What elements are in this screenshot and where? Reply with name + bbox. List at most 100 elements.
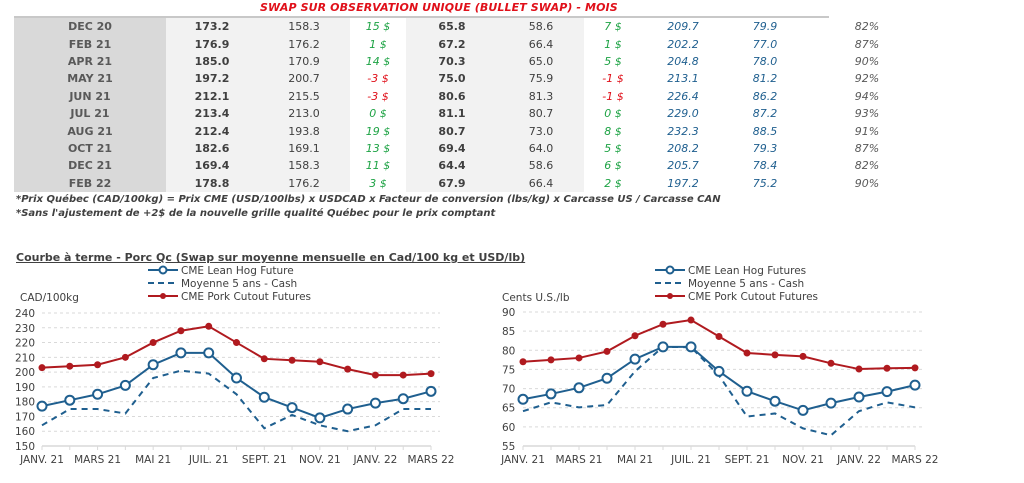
table-row: FEB 21 176.9 176.2 1 $67.2 66.4 1 $202.2 77.0 8… (14, 35, 928, 53)
usd-future-cell: 70.3 (406, 52, 498, 71)
cutout-cad-cell: 202.2 (642, 35, 724, 53)
cad-diff-cell: 0 $ (350, 104, 406, 123)
usd-diff-cell: 7 $ (584, 18, 642, 36)
table-row: JUN 21 212.1 215.5 -3 $80.6 81.3 -1 $226.4 86.… (14, 87, 928, 105)
legend-marker-dot (667, 293, 673, 299)
data-point (38, 364, 46, 372)
data-point (121, 353, 129, 361)
month-cell: FEB 21 (14, 35, 166, 53)
data-point (547, 356, 555, 364)
cutout-cad-cell: 213.1 (642, 70, 724, 88)
cad-avg-cell: 213.0 (258, 104, 350, 123)
cutout-cad-cell: 197.2 (642, 174, 724, 192)
data-point (517, 393, 529, 405)
data-point (427, 370, 435, 378)
x-tick-label: SEPT. 21 (725, 454, 770, 466)
cad-future-cell: 212.1 (166, 87, 258, 105)
table-row: DEC 20 173.2 158.3 15 $65.8 58.6 7 $209.7 79.9… (14, 18, 928, 36)
data-point (399, 371, 407, 379)
y-tick-label: 210 (15, 352, 35, 364)
usd-future-cell: 67.2 (406, 35, 498, 53)
month-cell: OCT 21 (14, 139, 166, 158)
y-tick-label: 220 (15, 338, 35, 350)
data-point (575, 354, 583, 362)
usd-diff-cell: -1 $ (584, 87, 642, 105)
cad-avg-cell: 158.3 (258, 157, 350, 175)
data-point (94, 361, 102, 369)
x-tick-label: MARS 21 (556, 454, 603, 466)
cad-diff-cell: 3 $ (350, 174, 406, 192)
data-point (659, 320, 667, 328)
data-point (685, 341, 697, 353)
x-tick-label: JUIL. 21 (670, 454, 711, 466)
x-tick-label: MARS 21 (74, 454, 121, 466)
cad-avg-cell: 193.8 (258, 122, 350, 140)
usd-future-cell: 69.4 (406, 139, 498, 158)
cad-diff-cell: 13 $ (350, 139, 406, 158)
usd-avg-cell: 65.0 (498, 52, 584, 71)
legend-item: CME Pork Cutout Futures (655, 291, 818, 303)
cad-diff-cell: 19 $ (350, 122, 406, 140)
cutout-cad-cell: 204.8 (642, 52, 724, 71)
ratio-cell: 87% (806, 139, 928, 158)
cutout-usd-cell: 86.2 (724, 87, 806, 105)
x-tick-label: MAI 21 (617, 454, 653, 466)
x-tick-label: JANV. 22 (836, 454, 881, 466)
legend-label: CME Lean Hog Future (181, 265, 294, 277)
x-tick-label: JANV. 21 (19, 454, 64, 466)
cad-future-cell: 173.2 (166, 18, 258, 36)
legend-item: CME Pork Cutout Futures (148, 291, 311, 303)
section-title: Courbe à terme - Porc Qc (Swap sur moyen… (16, 251, 526, 264)
usd-future-cell: 65.8 (406, 18, 498, 36)
usd-avg-cell: 64.0 (498, 139, 584, 158)
cutout-usd-cell: 78.0 (724, 52, 806, 71)
data-point (314, 412, 326, 424)
usd-diff-cell: 6 $ (584, 157, 642, 175)
series-cme-lean-hog-future (36, 347, 437, 424)
y-tick-label: 150 (15, 441, 35, 453)
cutout-cad-cell: 205.7 (642, 157, 724, 175)
legend-label: CME Pork Cutout Futures (181, 291, 311, 303)
x-tick-label: JUIL. 21 (188, 454, 229, 466)
series-line (41, 369, 431, 433)
table-title: SWAP SUR OBSERVATION UNIQUE (BULLET SWAP… (260, 1, 618, 14)
ratio-cell: 90% (806, 174, 928, 192)
y-tick-label: 85 (502, 326, 515, 338)
cad-future-cell: 169.4 (166, 157, 258, 175)
month-cell: MAY 21 (14, 70, 166, 88)
legend-label: Moyenne 5 ans - Cash (688, 278, 804, 290)
table-row: JUL 21 213.4 213.0 0 $81.1 80.7 0 $229.0 87.2 9… (14, 104, 928, 123)
cad-avg-cell: 176.2 (258, 174, 350, 192)
ratio-cell: 82% (806, 18, 928, 36)
ratio-cell: 94% (806, 87, 928, 105)
usd-future-cell: 75.0 (406, 70, 498, 88)
cutout-usd-cell: 79.3 (724, 139, 806, 158)
ratio-cell: 90% (806, 52, 928, 71)
data-point (92, 388, 104, 400)
data-point (258, 391, 270, 403)
cad-diff-cell: -3 $ (350, 87, 406, 105)
usd-diff-cell: 5 $ (584, 139, 642, 158)
usd-avg-cell: 58.6 (498, 18, 584, 36)
cutout-usd-cell: 75.2 (724, 174, 806, 192)
y-tick-label: 55 (502, 441, 515, 453)
usd-avg-cell: 75.9 (498, 70, 584, 88)
x-tick-label: MAI 21 (135, 454, 171, 466)
legend-item: CME Lean Hog Future (148, 265, 294, 277)
cad-avg-cell: 215.5 (258, 87, 350, 105)
table-row: FEB 22 178.8 176.2 3 $67.9 66.4 2 $197.2 75.2 9… (14, 174, 928, 192)
data-point (603, 347, 611, 355)
data-point (911, 364, 919, 372)
data-point (825, 397, 837, 409)
usd-future-cell: 81.1 (406, 104, 498, 123)
cad-future-cell: 185.0 (166, 52, 258, 71)
usd-future-cell: 67.9 (406, 174, 498, 192)
x-tick-label: SEPT. 21 (242, 454, 287, 466)
y-tick-label: 240 (15, 308, 35, 320)
series-cme-pork-cutout-futures (38, 322, 435, 379)
data-point (797, 404, 809, 416)
cad-future-cell: 197.2 (166, 70, 258, 88)
y-tick-label: 200 (15, 367, 35, 379)
